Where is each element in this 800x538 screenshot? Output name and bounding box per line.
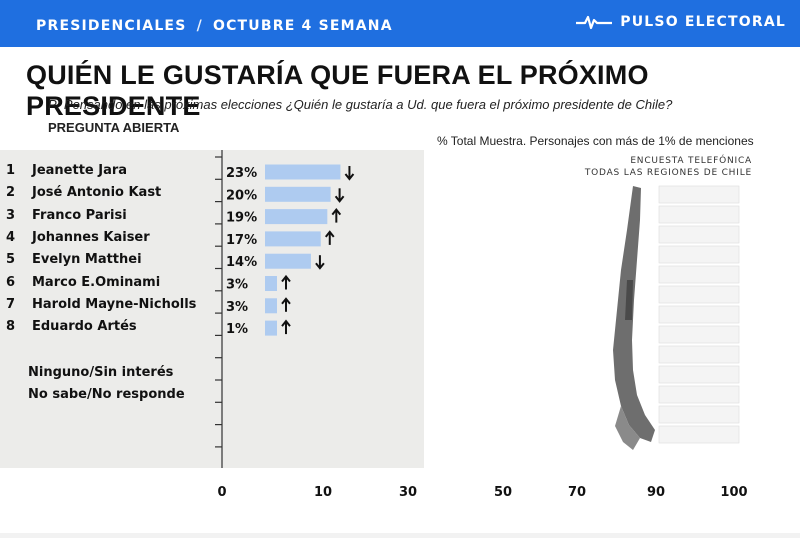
- bar-value-label: 17%: [226, 233, 257, 248]
- x-tick-label: 30: [399, 485, 417, 500]
- candidate-name: Marco E.Ominami: [32, 274, 161, 290]
- survey-type-line2: TODAS LAS REGIONES DE CHILE: [584, 168, 752, 178]
- candidate-rank: 8: [6, 319, 16, 335]
- bar-value-label: 14%: [226, 255, 257, 270]
- bar-value-label: 3%: [226, 300, 248, 315]
- bar: [265, 186, 331, 202]
- x-tick-label: 50: [494, 485, 512, 500]
- header-section-label: PRESIDENCIALES / OCTUBRE 4 SEMANA: [36, 18, 393, 34]
- x-tick-label: 90: [647, 485, 665, 500]
- candidate-row: 8 Eduardo Artés: [6, 319, 216, 339]
- candidate-row: 3 Franco Parisi: [6, 208, 216, 228]
- brand: PULSO ELECTORAL: [576, 14, 786, 30]
- x-tick-label: 0: [217, 485, 226, 500]
- bar-value-label: 19%: [226, 211, 257, 226]
- bar-value-label: 23%: [226, 166, 257, 181]
- x-tick-label: 70: [568, 485, 586, 500]
- footer-strip: [0, 533, 800, 538]
- survey-type: ENCUESTA TELEFÓNICA TODAS LAS REGIONES D…: [560, 155, 752, 179]
- bar: [265, 298, 277, 314]
- candidate-rank: 2: [6, 185, 16, 201]
- top-header-bar: PRESIDENCIALES / OCTUBRE 4 SEMANA PULSO …: [0, 0, 800, 47]
- header-separator: /: [196, 18, 203, 34]
- trend-up-arrow-icon: [331, 207, 342, 223]
- trend-down-arrow-icon: [315, 255, 325, 270]
- candidate-name: Evelyn Matthei: [32, 252, 142, 268]
- bar-value-label: 3%: [226, 278, 248, 293]
- chart-panel-background: [0, 150, 424, 468]
- candidate-row: 1 Jeanette Jara: [6, 163, 216, 183]
- page-title: QUIÉN LE GUSTARÍA QUE FUERA EL PRÓXIMO P…: [26, 60, 649, 121]
- question-type: PREGUNTA ABIERTA: [48, 120, 180, 135]
- trend-up-arrow-icon: [324, 230, 335, 245]
- trend-up-arrow-icon: [281, 319, 291, 335]
- bar: [265, 320, 277, 336]
- candidate-name: Jeanette Jara: [32, 163, 128, 178]
- candidate-name: Johannes Kaiser: [32, 229, 150, 245]
- brand-name: PULSO ELECTORAL: [620, 14, 786, 30]
- bar-value-label: 1%: [226, 322, 248, 337]
- bar: [265, 231, 321, 247]
- trend-up-arrow-icon: [281, 297, 291, 312]
- candidate-row: 5 Evelyn Matthei: [6, 252, 216, 272]
- chile-map-illustration: [613, 185, 740, 450]
- candidate-rank: 3: [6, 207, 16, 223]
- candidate-rank: 5: [6, 252, 16, 268]
- candidate-row: 4 Johannes Kaiser: [6, 230, 216, 250]
- candidate-name: Eduardo Artés: [32, 319, 137, 335]
- x-tick-label: 10: [314, 485, 332, 500]
- bar: [265, 209, 328, 225]
- bar: [265, 164, 341, 180]
- pulse-icon: [576, 15, 613, 30]
- bar: [265, 253, 311, 269]
- header-label: PRESIDENCIALES: [36, 18, 187, 34]
- survey-question: P: Pensando en las próximas elecciones ¿…: [48, 97, 673, 112]
- sample-note: % Total Muestra. Personajes con más de 1…: [437, 134, 754, 148]
- bar: [265, 276, 277, 291]
- candidate-row: 2 José Antonio Kast: [6, 185, 216, 205]
- candidate-row: 6 Marco E.Ominami: [6, 275, 216, 295]
- chile-map: [585, 180, 745, 470]
- candidate-rank: 7: [6, 296, 16, 312]
- trend-down-arrow-icon: [334, 188, 345, 203]
- candidate-rank: 6: [6, 274, 16, 290]
- survey-type-line1: ENCUESTA TELEFÓNICA: [630, 156, 752, 166]
- candidate-name: José Antonio Kast: [32, 185, 162, 201]
- candidate-name: Harold Mayne-Nicholls: [32, 296, 197, 312]
- trend-down-arrow-icon: [344, 166, 355, 181]
- x-tick-label: 100: [720, 485, 747, 500]
- bar-value-label: 20%: [226, 188, 257, 203]
- candidate-name: Franco Parisi: [32, 207, 127, 223]
- candidate-rank: 4: [6, 229, 16, 245]
- candidate-row: 7 Harold Mayne-Nicholls: [6, 297, 216, 317]
- trend-up-arrow-icon: [281, 274, 291, 290]
- candidate-rank: 1: [6, 163, 16, 178]
- extra-row-none: Ninguno/Sin interés: [28, 365, 174, 380]
- extra-row-dont-know: No sabe/No responde: [28, 387, 185, 402]
- header-period: OCTUBRE 4 SEMANA: [212, 18, 393, 34]
